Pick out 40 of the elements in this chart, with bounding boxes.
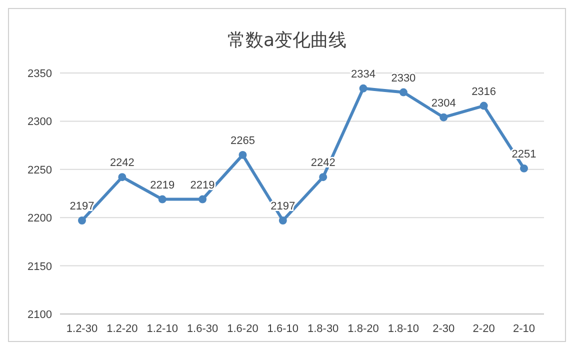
point — [359, 84, 368, 92]
point — [278, 216, 287, 224]
x-tick-label: 2-30 — [432, 323, 455, 335]
x-tick-label: 1.6-20 — [227, 323, 258, 335]
point — [198, 195, 207, 204]
y-tick-label: 2200 — [28, 212, 52, 225]
data-label: 2219 — [190, 179, 215, 192]
x-tick-label: 1.8-10 — [388, 323, 420, 335]
point — [480, 102, 488, 110]
point — [158, 195, 166, 204]
point — [319, 173, 328, 182]
y-tick-label: 2350 — [28, 68, 52, 80]
data-label: 2334 — [351, 68, 376, 80]
data-label: 2265 — [230, 134, 255, 147]
point — [118, 173, 126, 182]
x-tick-label: 1.2-10 — [146, 323, 178, 335]
x-tick-label: 1.2-20 — [106, 323, 138, 335]
point — [78, 216, 86, 224]
x-tick-label: 1.6-10 — [267, 323, 299, 335]
data-label: 2219 — [150, 179, 175, 192]
x-tick-label: 1.6-30 — [186, 323, 218, 335]
point — [399, 88, 408, 96]
point — [440, 113, 448, 122]
point — [238, 150, 247, 159]
point — [520, 164, 528, 172]
data-label: 2304 — [431, 97, 456, 110]
y-tick-label: 2300 — [28, 116, 52, 128]
x-tick-label: 1.8-20 — [348, 323, 379, 335]
x-tick-label: 2-10 — [512, 323, 536, 335]
x-tick-label: 2-20 — [472, 323, 495, 335]
y-tick-label: 2100 — [28, 309, 52, 321]
y-tick-label: 2150 — [28, 260, 52, 273]
data-label: 2197 — [70, 200, 94, 212]
x-tick-label: 1.8-30 — [307, 323, 339, 335]
chart-title: 常数a变化曲线 — [227, 30, 347, 51]
data-label: 2330 — [391, 72, 416, 84]
data-label: 2242 — [110, 157, 134, 170]
data-label: 2316 — [472, 86, 496, 98]
x-tick-label: 1.2-30 — [66, 323, 98, 335]
y-tick-label: 2250 — [28, 164, 52, 176]
